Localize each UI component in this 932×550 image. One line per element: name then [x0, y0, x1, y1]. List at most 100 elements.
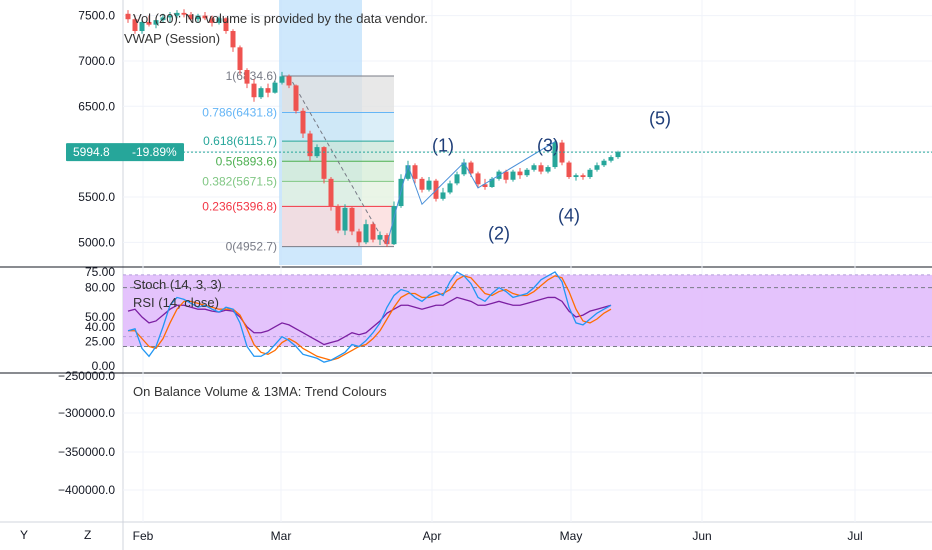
- vwap-legend[interactable]: VWAP (Session): [124, 31, 220, 46]
- rsi-legend[interactable]: RSI (14, close): [133, 295, 219, 310]
- stoch-k-line: [127, 271, 612, 363]
- osc-tick-label: 40.00: [85, 320, 115, 334]
- fib-level-label: 0.236(5396.8): [202, 199, 277, 213]
- osc-tick-label: 80.00: [85, 281, 115, 295]
- price-tick-label: 5000.0: [78, 235, 115, 249]
- candle-body: [566, 162, 572, 178]
- obv-legend[interactable]: On Balance Volume & 13MA: Trend Colours: [133, 384, 387, 399]
- wave-path: [386, 141, 556, 245]
- candle-body: [195, 15, 201, 20]
- candle-body: [587, 169, 593, 178]
- grid-layer: [123, 0, 932, 522]
- candle-body: [545, 167, 551, 172]
- candle-body: [538, 165, 544, 172]
- candle-body: [244, 70, 250, 84]
- elliott-wave-drawing[interactable]: (1) (2) (3) (4) (5): [386, 108, 671, 245]
- fib-level-label: 0(4952.7): [226, 240, 277, 254]
- price-tick-label: 5500.0: [78, 190, 115, 204]
- candle-body: [489, 178, 495, 188]
- candle-body: [307, 133, 313, 157]
- candle-body: [223, 18, 229, 32]
- candle-body: [482, 184, 488, 188]
- zoom-button[interactable]: Z: [84, 528, 91, 542]
- fib-zone: [282, 161, 394, 182]
- rsi-line: [127, 296, 612, 346]
- candle-body: [258, 88, 264, 98]
- candle-body: [594, 165, 600, 170]
- candle-body: [552, 142, 558, 168]
- fib-level-label: 0.618(6115.7): [203, 134, 277, 148]
- candle-body: [279, 76, 285, 83]
- obv-tick-label: −250000.0: [58, 369, 115, 383]
- osc-tick-label: 25.00: [85, 335, 115, 349]
- log-scale-button[interactable]: Y: [20, 528, 28, 542]
- osc-tick-label: 0.00: [92, 359, 116, 373]
- time-axis-label: Apr: [423, 529, 442, 543]
- candle-body: [405, 165, 411, 179]
- candle-body: [293, 85, 299, 111]
- candle-body: [531, 165, 537, 170]
- candle-body: [286, 76, 292, 86]
- wave-label: (5): [649, 108, 671, 128]
- candle-body: [216, 18, 222, 23]
- current-price-change: -19.89%: [132, 145, 177, 159]
- time-axis-label: May: [560, 529, 583, 543]
- candle-body: [615, 152, 621, 158]
- candle-body: [321, 147, 327, 179]
- candle-body: [139, 21, 145, 32]
- candle-body: [426, 180, 432, 190]
- fib-level-label: 0.786(6431.8): [202, 105, 277, 119]
- obv-tick-label: −300000.0: [58, 406, 115, 420]
- time-axis-label: Feb: [133, 529, 154, 543]
- fib-zone: [282, 112, 394, 142]
- candle-body: [265, 88, 271, 93]
- candle-body: [300, 110, 306, 134]
- candle-body: [146, 21, 152, 25]
- time-axis-label: Mar: [271, 529, 292, 543]
- candle-body: [559, 142, 565, 163]
- price-tick-label: 7000.0: [78, 54, 115, 68]
- obv-tick-label: −350000.0: [58, 445, 115, 459]
- stoch-d-line: [128, 275, 612, 361]
- current-price-value: 5994.8: [73, 145, 110, 159]
- stoch-legend[interactable]: Stoch (14, 3, 3): [133, 277, 222, 292]
- candle-body: [461, 162, 467, 175]
- candle-body: [160, 17, 166, 21]
- candle-body: [419, 178, 425, 190]
- candle-body: [272, 82, 278, 93]
- osc-tick-label: 75.00: [85, 265, 115, 279]
- volume-legend[interactable]: Vol (20): No volume is provided by the d…: [133, 11, 428, 26]
- candle-body: [454, 174, 460, 184]
- candle-body: [524, 169, 530, 176]
- candle-body: [174, 12, 180, 16]
- fib-level-label: 0.5(5893.6): [216, 154, 277, 168]
- obv-tick-label: −400000.0: [58, 483, 115, 497]
- candle-body: [125, 13, 131, 20]
- fib-zone: [282, 141, 394, 162]
- candle-body: [237, 47, 243, 71]
- price-tick-label: 7500.0: [78, 9, 115, 23]
- fib-level-label: 0.382(5671.5): [202, 174, 277, 188]
- candle-body: [447, 183, 453, 193]
- candle-body: [475, 173, 481, 185]
- candle-body: [363, 224, 369, 243]
- candle-body: [328, 178, 334, 207]
- candle-body: [342, 207, 348, 231]
- time-axis-label: Jun: [692, 529, 711, 543]
- fib-zone: [282, 75, 394, 113]
- candle-body: [377, 235, 383, 240]
- wave-label: (2): [488, 224, 510, 244]
- candle-body: [440, 192, 446, 199]
- oscillator-pane: [123, 271, 932, 363]
- current-price-badge: 5994.8 -19.89%: [66, 143, 184, 162]
- candle-body: [391, 206, 397, 245]
- candle-body: [132, 19, 138, 32]
- rsi-band-fill: [123, 274, 932, 347]
- price-tick-label: 6500.0: [78, 99, 115, 113]
- fib-level-label: 1(6834.6): [226, 69, 277, 83]
- candle-body: [503, 171, 509, 180]
- fib-trend-line: [288, 75, 388, 247]
- axis-ticks: 7500.07000.06500.06000.05500.05000.075.0…: [58, 9, 863, 543]
- candle-body: [356, 231, 362, 243]
